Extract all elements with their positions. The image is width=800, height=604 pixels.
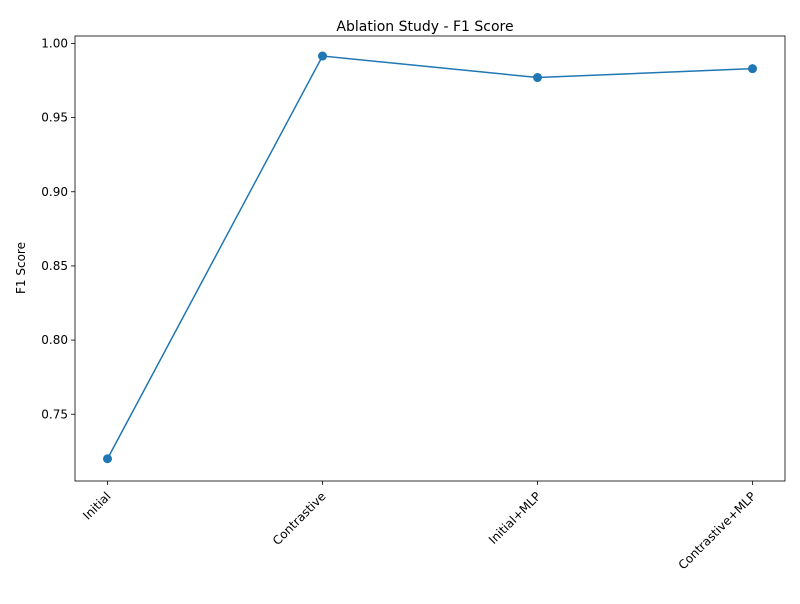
x-tick-label: Contrastive	[270, 489, 329, 548]
data-point	[748, 64, 757, 74]
data-point	[533, 73, 542, 83]
y-tick-label: 1.00	[41, 36, 68, 50]
y-tick-label: 0.80	[41, 333, 68, 347]
y-tick-label: 0.90	[41, 185, 68, 199]
x-tick-label: Initial	[80, 489, 113, 522]
y-axis-label: F1 Score	[14, 242, 28, 294]
x-tick-label: Contrastive+MLP	[676, 489, 759, 572]
y-tick-label: 0.85	[41, 259, 68, 273]
data-point	[103, 454, 112, 464]
y-tick-label: 0.95	[41, 111, 68, 125]
x-tick-label: Initial+MLP	[486, 489, 544, 547]
plot-frame	[74, 35, 786, 482]
chart-title: Ablation Study - F1 Score	[336, 19, 513, 35]
plot-area: 0.75 0.80 0.85 0.90 0.95 1.00 Initial Contrasti…	[41, 35, 786, 572]
y-tick-label: 0.75	[41, 407, 68, 421]
data-point	[318, 51, 327, 61]
series-line	[106, 55, 753, 460]
